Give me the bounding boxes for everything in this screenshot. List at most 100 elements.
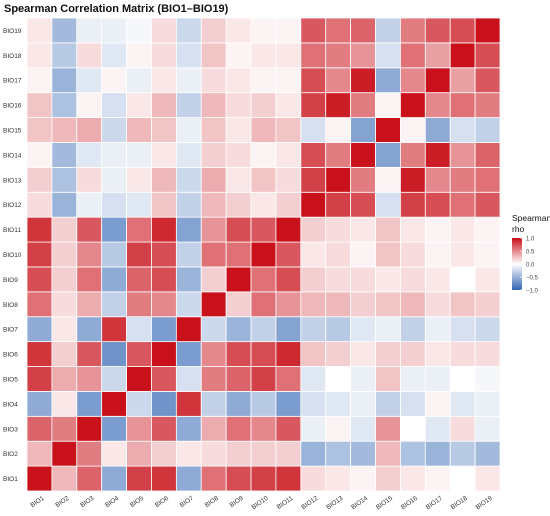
heatmap-cell-bio14-bio2 (51, 142, 78, 168)
heatmap-cell-bio3-bio6 (151, 415, 177, 442)
heatmap-cell-bio9-bio3 (76, 266, 103, 293)
y-tick-label-bio11: BIO11 (3, 227, 21, 234)
heatmap-cell-bio12-bio13 (325, 191, 352, 218)
heatmap-cell-bio18-bio18 (449, 42, 476, 69)
heatmap-cell-bio1-bio11 (275, 465, 302, 492)
heatmap-cell-bio12-bio8 (200, 191, 227, 218)
heatmap-cell-bio12-bio10 (250, 191, 277, 218)
heatmap-cell-bio8-bio15 (375, 291, 401, 318)
heatmap-cell-bio4-bio8 (200, 391, 227, 417)
y-tick-label-bio10: BIO10 (3, 252, 22, 259)
heatmap-cell-bio7-bio11 (275, 316, 302, 343)
heatmap-cell-bio19-bio17 (424, 17, 451, 44)
heatmap-cell-bio5-bio2 (51, 366, 78, 392)
heatmap-cell-bio1-bio9 (225, 465, 252, 492)
heatmap-cell-bio16-bio5 (126, 92, 152, 118)
heatmap-cell-bio2-bio6 (151, 440, 177, 467)
heatmap-cell-bio15-bio15 (375, 117, 401, 143)
heatmap-cell-bio10-bio2 (51, 241, 78, 268)
heatmap-cell-bio13-bio1 (26, 166, 53, 193)
heatmap-cell-bio9-bio10 (250, 266, 277, 293)
heatmap-cell-bio7-bio4 (101, 316, 127, 343)
heatmap-cell-bio18-bio14 (350, 42, 376, 69)
heatmap-cell-bio6-bio14 (350, 341, 376, 367)
heatmap-cell-bio17-bio8 (200, 67, 227, 94)
heatmap-cell-bio17-bio7 (175, 67, 202, 94)
heatmap-cell-bio10-bio12 (300, 241, 327, 268)
heatmap-cell-bio12-bio5 (126, 191, 152, 218)
heatmap-cell-bio16-bio19 (474, 92, 501, 118)
heatmap-cell-bio19-bio2 (51, 17, 78, 44)
heatmap-cell-bio8-bio4 (101, 291, 127, 318)
heatmap-cell-bio18-bio8 (200, 42, 227, 69)
heatmap-cell-bio17-bio13 (325, 67, 352, 94)
heatmap-cell-bio17-bio9 (225, 67, 252, 94)
heatmap-cell-bio9-bio6 (151, 266, 177, 293)
heatmap-cell-bio7-bio12 (300, 316, 327, 343)
heatmap-cell-bio9-bio1 (26, 266, 53, 293)
heatmap-cell-bio1-bio8 (200, 465, 227, 492)
heatmap-cell-bio2-bio18 (449, 440, 476, 467)
heatmap-cell-bio2-bio3 (76, 440, 103, 467)
heatmap-cell-bio5-bio15 (375, 366, 401, 392)
heatmap-cell-bio13-bio4 (101, 166, 127, 193)
heatmap-cell-bio10-bio4 (101, 241, 127, 268)
heatmap-cell-bio13-bio13 (325, 166, 352, 193)
heatmap-cell-bio11-bio14 (350, 216, 376, 243)
heatmap-cell-bio19-bio9 (225, 17, 252, 44)
heatmap-cell-bio3-bio8 (200, 415, 227, 442)
heatmap-cell-bio2-bio7 (175, 440, 202, 467)
y-tick-label-bio14: BIO14 (3, 152, 22, 159)
heatmap-cell-bio9-bio17 (424, 266, 451, 293)
y-tick-label-bio13: BIO13 (3, 177, 22, 184)
heatmap-cell-bio13-bio9 (225, 166, 252, 193)
heatmap-cell-bio4-bio13 (325, 391, 352, 417)
heatmap-cell-bio17-bio5 (126, 67, 152, 94)
heatmap-cell-bio3-bio10 (250, 415, 277, 442)
heatmap-cell-bio9-bio15 (375, 266, 401, 293)
heatmap-cell-bio5-bio5 (126, 366, 152, 392)
heatmap-cell-bio11-bio11 (275, 216, 302, 243)
heatmap-cell-bio12-bio15 (375, 191, 401, 218)
heatmap-cell-bio1-bio3 (76, 465, 103, 492)
heatmap-cell-bio15-bio5 (126, 117, 152, 143)
heatmap-cell-bio8-bio12 (300, 291, 327, 318)
heatmap-cell-bio8-bio19 (474, 291, 501, 318)
heatmap-cell-bio4-bio1 (26, 391, 53, 417)
heatmap-cell-bio9-bio12 (300, 266, 327, 293)
heatmap-cell-bio13-bio15 (375, 166, 401, 193)
heatmap-cell-bio2-bio15 (375, 440, 401, 467)
heatmap-cell-bio17-bio3 (76, 67, 103, 94)
heatmap-cell-bio1-bio5 (126, 465, 152, 492)
y-tick-label-bio16: BIO16 (3, 103, 22, 110)
heatmap-cell-bio10-bio7 (175, 241, 202, 268)
heatmap-cell-bio11-bio17 (424, 216, 451, 243)
x-tick-label-bio11: BIO11 (276, 495, 295, 511)
legend-tick-label: 0.5 (526, 249, 535, 255)
heatmap-cell-bio8-bio16 (400, 291, 426, 318)
heatmap-cell-bio4-bio19 (474, 391, 501, 417)
legend-tick-label: −0.5 (526, 275, 539, 281)
heatmap-cell-bio10-bio13 (325, 241, 352, 268)
heatmap-cell-bio18-bio1 (26, 42, 53, 69)
heatmap-cell-bio7-bio1 (26, 316, 53, 343)
heatmap-cell-bio7-bio8 (200, 316, 227, 343)
x-tick-label-bio5: BIO5 (129, 495, 145, 509)
heatmap-cell-bio18-bio17 (424, 42, 451, 69)
heatmap-cell-bio14-bio14 (350, 142, 376, 168)
heatmap-cell-bio1-bio14 (350, 465, 376, 492)
heatmap-cell-bio5-bio13 (325, 366, 352, 392)
heatmap-cell-bio2-bio11 (275, 440, 302, 467)
y-tick-label-bio18: BIO18 (3, 53, 22, 60)
heatmap-cell-bio19-bio12 (300, 17, 327, 44)
heatmap-cell-bio16-bio18 (449, 92, 476, 118)
heatmap-cell-bio15-bio11 (275, 117, 302, 143)
heatmap-cell-bio1-bio7 (175, 465, 202, 492)
heatmap-cell-bio11-bio12 (300, 216, 327, 243)
y-tick-label-bio12: BIO12 (3, 202, 22, 209)
heatmap-cell-bio11-bio18 (449, 216, 476, 243)
heatmap-cell-bio16-bio8 (200, 92, 227, 118)
heatmap-cell-bio6-bio13 (325, 341, 352, 367)
heatmap-cell-bio12-bio12 (300, 191, 327, 218)
heatmap-cell-bio15-bio1 (26, 117, 53, 143)
